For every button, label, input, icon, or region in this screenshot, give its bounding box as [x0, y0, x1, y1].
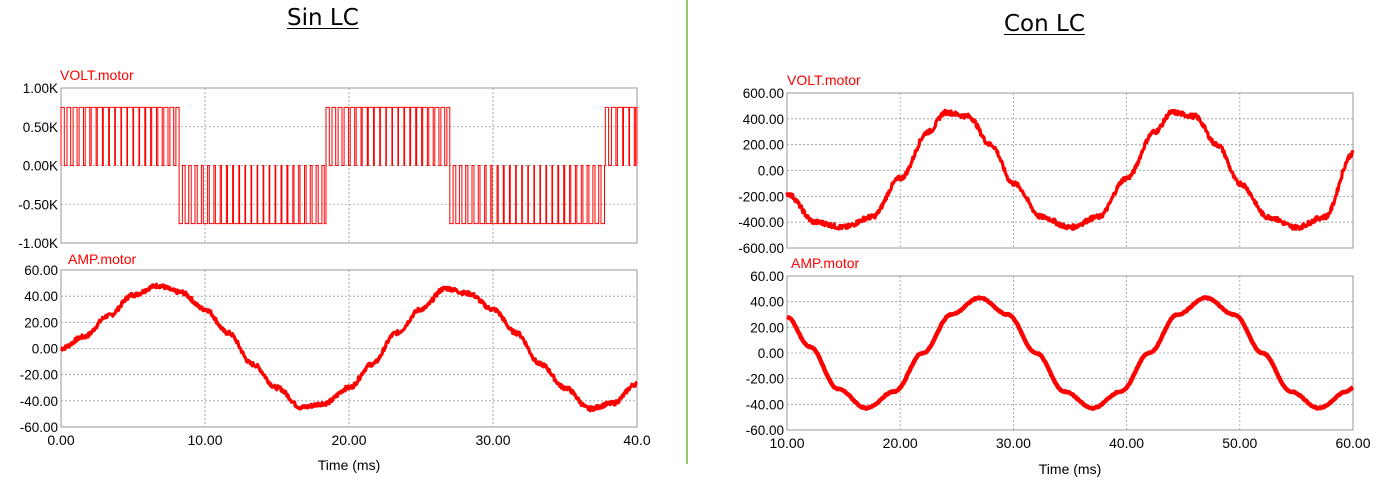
right-volt-ytick-label: 400.00: [743, 112, 784, 127]
right-amp-ytick-label: 20.00: [750, 320, 784, 335]
left-volt-ytick-label: 1.00K: [23, 81, 58, 96]
left-amp-xtick-label: 40.0: [623, 432, 650, 448]
right-volt-ytick-label: -400.00: [738, 215, 784, 230]
left-amp-xtick-label: 30.00: [475, 432, 510, 448]
right-amp-xtick-label: 20.00: [883, 435, 918, 451]
left-amp-series-title: AMP.motor: [68, 251, 137, 267]
right-volt-plot-area: [786, 92, 1354, 249]
left-volt-chart: [60, 87, 638, 244]
right-amp-xtick-label: 10.00: [769, 435, 804, 451]
right-amp-series-title: AMP.motor: [791, 255, 860, 271]
left-amp-ytick-label: 60.00: [24, 263, 58, 278]
left-volt-ytick-label: -0.50K: [18, 197, 58, 212]
left-panel-title: Sin LC: [287, 5, 359, 31]
right-volt-ytick-label: 200.00: [743, 138, 784, 153]
right-amp-xlabel: Time (ms): [1039, 461, 1101, 477]
right-volt-ytick-label: -600.00: [738, 241, 784, 256]
left-amp-ytick-label: 20.00: [24, 315, 58, 330]
left-amp-chart: [60, 269, 638, 428]
right-volt-ytick-label: -200.00: [738, 189, 784, 204]
left-amp-ytick-label: -60.00: [20, 420, 58, 435]
right-amp-xtick-label: 60.00: [1335, 435, 1370, 451]
right-volt-ytick-label: 600.00: [743, 86, 784, 101]
left-volt-ytick-label: 0.50K: [23, 120, 58, 135]
right-amp-ytick-label: 60.00: [750, 269, 784, 284]
left-amp-xtick-label: 0.00: [47, 432, 74, 448]
right-volt-chart: [785, 92, 1355, 249]
left-amp-ytick-label: -40.00: [20, 394, 58, 409]
right-amp-chart: [785, 275, 1355, 431]
left-volt-series-line: [60, 106, 638, 225]
left-volt-ytick-label: 0.00K: [23, 159, 58, 174]
right-volt-series-title: VOLT.motor: [787, 72, 861, 88]
right-amp-ytick-label: 40.00: [750, 295, 784, 310]
right-amp-xtick-label: 40.00: [1109, 435, 1144, 451]
left-volt-series-title: VOLT.motor: [60, 67, 134, 83]
left-amp-xtick-label: 20.00: [331, 432, 366, 448]
right-amp-series-line: [785, 295, 1355, 411]
left-amp-xlabel: Time (ms): [318, 457, 380, 473]
left-amp-ytick-label: -20.00: [20, 368, 58, 383]
left-amp-ytick-label: 0.00: [32, 342, 58, 357]
right-volt-ytick-label: 0.00: [758, 164, 784, 179]
right-volt-series-line: [785, 108, 1355, 231]
right-amp-xtick-label: 30.00: [996, 435, 1031, 451]
left-volt-ytick-label: -1.00K: [18, 236, 58, 251]
right-amp-ytick-label: 0.00: [758, 346, 784, 361]
left-amp-xtick-label: 10.00: [187, 432, 222, 448]
right-amp-ytick-label: -20.00: [746, 372, 784, 387]
panel-divider: [686, 0, 688, 464]
right-panel-title: Con LC: [1004, 11, 1085, 37]
left-amp-series-line: [60, 282, 638, 413]
right-amp-ytick-label: -40.00: [746, 397, 784, 412]
left-amp-ytick-label: 40.00: [24, 289, 58, 304]
right-amp-xtick-label: 50.00: [1222, 435, 1257, 451]
right-amp-ytick-label: -60.00: [746, 423, 784, 438]
